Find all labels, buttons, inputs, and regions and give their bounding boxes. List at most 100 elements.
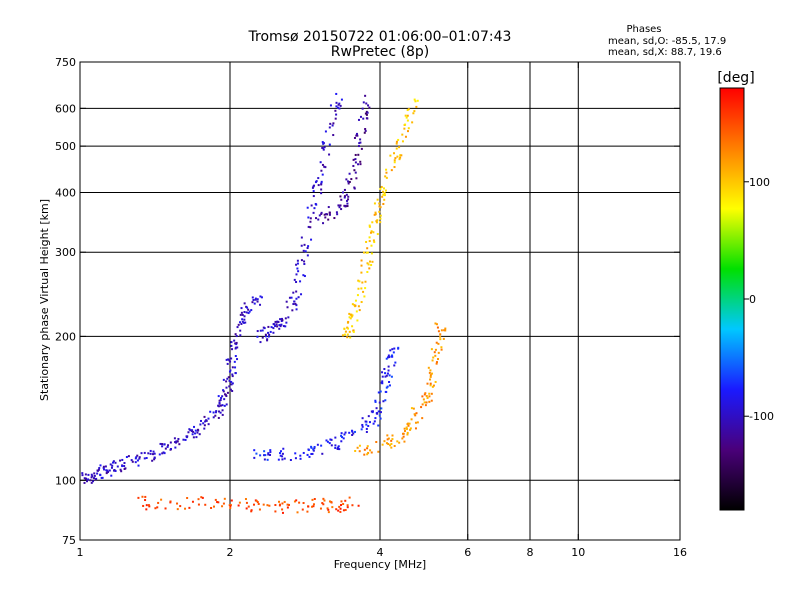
data-point <box>286 503 289 506</box>
data-point <box>427 366 430 369</box>
data-point <box>264 333 267 336</box>
data-point <box>442 337 445 340</box>
data-point <box>356 446 359 449</box>
data-point <box>346 205 349 208</box>
data-point <box>374 211 377 214</box>
data-point <box>391 438 394 441</box>
data-point <box>274 510 277 513</box>
data-point <box>323 146 326 149</box>
data-point <box>374 213 377 216</box>
data-point <box>385 390 388 393</box>
data-point <box>433 351 436 354</box>
data-point <box>394 157 397 160</box>
data-point <box>169 441 172 444</box>
data-point <box>260 296 263 299</box>
data-point <box>290 296 293 299</box>
data-point <box>312 211 315 214</box>
data-point <box>362 117 365 120</box>
data-point <box>337 509 340 512</box>
data-point <box>379 214 382 217</box>
data-point <box>434 354 437 357</box>
data-point <box>338 102 341 105</box>
data-point <box>227 358 230 361</box>
data-point <box>90 476 93 479</box>
data-point <box>376 198 379 201</box>
data-point <box>266 338 269 341</box>
data-point <box>402 435 405 438</box>
data-point <box>138 456 141 459</box>
data-point <box>356 319 359 322</box>
data-point <box>342 503 345 506</box>
data-point <box>435 341 438 344</box>
data-point <box>159 442 162 445</box>
data-point <box>293 500 296 503</box>
x-tick-label: 8 <box>527 546 534 559</box>
data-point <box>123 465 126 468</box>
data-point <box>414 100 417 103</box>
data-point <box>324 216 327 219</box>
data-point <box>119 468 122 471</box>
data-point <box>110 466 113 469</box>
data-point <box>307 216 310 219</box>
data-point <box>393 166 396 169</box>
data-point <box>398 441 401 444</box>
data-point <box>280 323 283 326</box>
data-point <box>366 447 369 450</box>
data-point <box>344 431 347 434</box>
data-point <box>361 423 364 426</box>
data-point <box>105 472 108 475</box>
data-point <box>264 335 267 338</box>
data-point <box>324 166 327 169</box>
data-point <box>324 130 327 133</box>
data-point <box>203 415 206 418</box>
data-point <box>328 126 331 129</box>
data-point <box>197 503 200 506</box>
data-point <box>412 407 415 410</box>
data-point <box>337 445 340 448</box>
data-point <box>225 386 228 389</box>
data-point <box>277 458 280 461</box>
data-point <box>337 204 340 207</box>
data-point <box>230 499 233 502</box>
data-point <box>228 370 231 373</box>
data-point <box>134 461 137 464</box>
data-point <box>322 148 325 151</box>
data-point <box>357 118 360 121</box>
data-point <box>241 318 244 321</box>
data-point <box>116 465 119 468</box>
data-point <box>203 424 206 427</box>
data-point <box>245 507 248 510</box>
data-point <box>111 461 114 464</box>
data-point <box>140 452 143 455</box>
data-point <box>149 449 152 452</box>
data-point <box>317 177 320 180</box>
data-point <box>368 225 371 228</box>
data-point <box>107 470 110 473</box>
data-point <box>217 395 220 398</box>
data-point <box>306 254 309 257</box>
data-point <box>264 454 267 457</box>
data-point <box>164 447 167 450</box>
data-point <box>360 271 363 274</box>
data-point <box>387 354 390 357</box>
data-point <box>413 98 416 101</box>
data-point <box>413 110 416 113</box>
data-point <box>94 478 97 481</box>
data-point <box>373 420 376 423</box>
data-point <box>401 133 404 136</box>
data-point <box>93 477 96 480</box>
data-point <box>322 503 325 506</box>
data-point <box>216 501 219 504</box>
data-point <box>148 505 151 508</box>
data-point <box>401 140 404 143</box>
data-point <box>229 388 232 391</box>
data-point <box>344 499 347 502</box>
data-point <box>345 193 348 196</box>
data-point <box>426 396 429 399</box>
data-point <box>87 473 90 476</box>
data-point <box>250 510 253 513</box>
data-point <box>161 452 164 455</box>
data-point <box>382 187 385 190</box>
data-point <box>313 498 316 501</box>
data-point <box>109 463 112 466</box>
